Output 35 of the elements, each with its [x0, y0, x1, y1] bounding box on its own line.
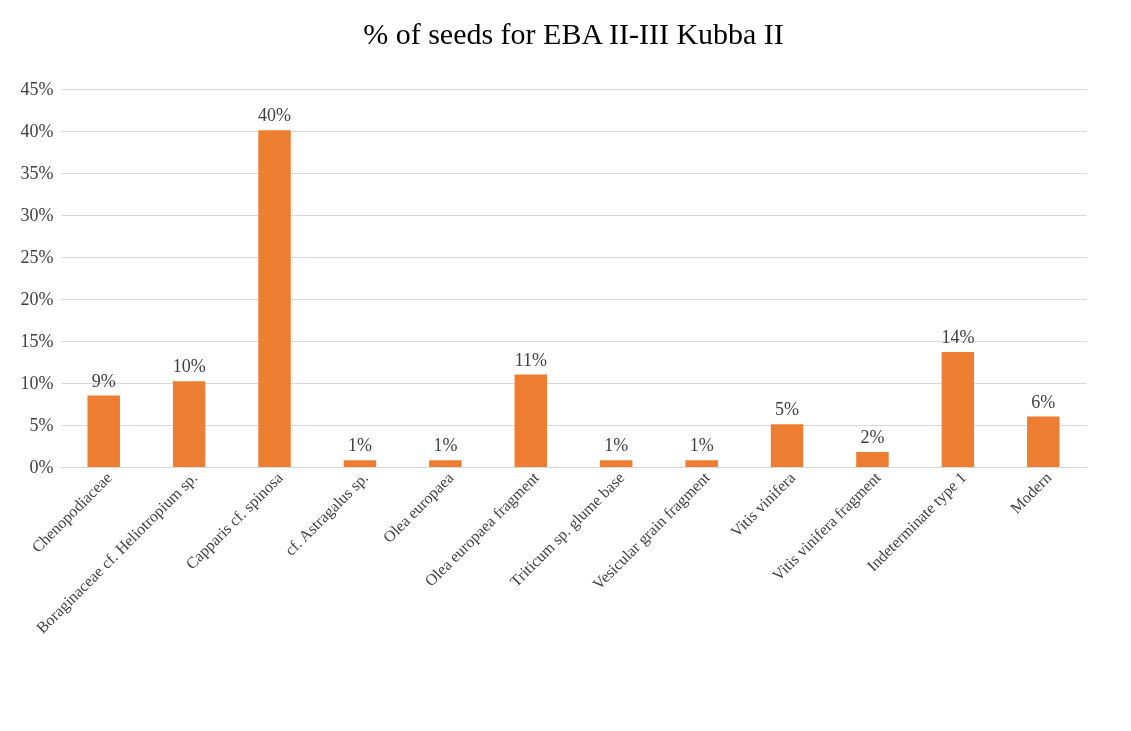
- bar: [343, 460, 377, 467]
- bar: [258, 130, 291, 467]
- data-label: 1%: [604, 435, 629, 456]
- y-tick-label: 5%: [29, 414, 54, 435]
- data-label: 1%: [347, 435, 372, 456]
- data-label: 40%: [258, 105, 292, 126]
- bar: [856, 451, 889, 467]
- chart-title: % of seeds for EBA II-III Kubba II: [363, 17, 784, 50]
- bar: [514, 374, 548, 467]
- data-label: 1%: [689, 435, 714, 456]
- y-tick-label: 15%: [20, 330, 54, 351]
- data-label: 1%: [433, 435, 458, 456]
- data-label: 14%: [941, 326, 975, 347]
- y-tick-label: 10%: [20, 372, 54, 393]
- y-tick-label: 0%: [29, 456, 54, 477]
- bar: [87, 395, 120, 467]
- bar: [941, 351, 975, 467]
- y-tick-label: 45%: [20, 78, 54, 99]
- y-tick-label: 40%: [20, 120, 54, 141]
- data-label: 2%: [860, 426, 885, 447]
- bar: [770, 424, 804, 467]
- data-label: 11%: [514, 349, 547, 370]
- bar: [599, 460, 633, 467]
- y-tick-label: 35%: [20, 162, 54, 183]
- y-tick-label: 20%: [20, 288, 54, 309]
- data-label: 9%: [91, 370, 116, 391]
- bar: [172, 381, 206, 467]
- data-label: 5%: [775, 399, 800, 420]
- data-label: 6%: [1031, 391, 1056, 412]
- bar: [685, 460, 718, 467]
- y-tick-label: 30%: [20, 204, 54, 225]
- bar: [1027, 416, 1060, 467]
- data-label: 10%: [172, 356, 206, 377]
- bar: [429, 460, 462, 467]
- y-tick-label: 25%: [20, 246, 54, 267]
